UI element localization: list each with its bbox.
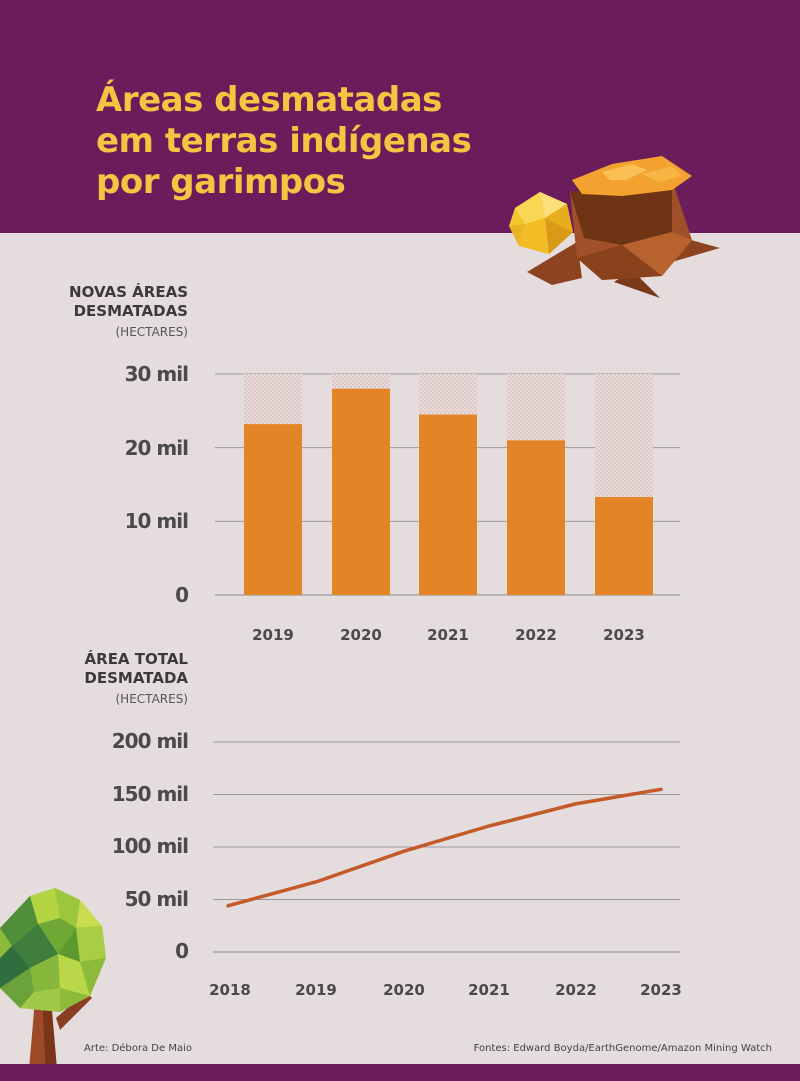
credit: Arte: Débora De Maio: [84, 1043, 192, 1054]
bar-chart-ylabel-line: NOVAS ÁREAS: [69, 283, 188, 301]
line-chart-ylabel: ÁREA TOTAL DESMATADA (HECTARES): [84, 650, 188, 709]
series-line: [226, 787, 663, 908]
bar-xtick-label: 2020: [340, 626, 382, 644]
line-ytick-label: 50 mil: [124, 887, 189, 911]
title-line: por garimpos: [96, 162, 346, 202]
gold-nugget-icon: [509, 192, 573, 254]
line-xtick-label: 2020: [383, 981, 425, 999]
line-chart: [213, 741, 680, 953]
line-ytick-label: 150 mil: [111, 782, 189, 806]
tree-stump-icon: [527, 156, 720, 298]
line-ytick-label: 100 mil: [111, 834, 189, 858]
bar-chart-ylabel: NOVAS ÁREAS DESMATADAS (HECTARES): [69, 283, 188, 342]
header: Áreas desmatadas em terras indígenas por…: [0, 0, 800, 233]
line-xtick-label: 2019: [295, 981, 337, 999]
line-xtick-label: 2023: [640, 981, 682, 999]
bar: [332, 388, 390, 595]
line-ytick-label: 200 mil: [111, 729, 189, 753]
title-line: em terras indígenas: [96, 121, 472, 161]
source-note: Fontes: Edward Boyda/EarthGenome/Amazon …: [473, 1043, 772, 1054]
bar-remainder: [595, 374, 653, 498]
bar-chart: [215, 373, 680, 596]
bar-xtick-label: 2022: [515, 626, 557, 644]
line-chart-ylabel-line: ÁREA TOTAL: [84, 650, 188, 668]
bar-ytick-label: 0: [175, 583, 189, 607]
bar-xtick-label: 2019: [252, 626, 294, 644]
bar-remainder: [419, 374, 477, 415]
bar-ytick-label: 30 mil: [124, 362, 189, 386]
bar: [595, 497, 653, 595]
line-ytick-label: 0: [175, 939, 189, 963]
tree-icon: [0, 888, 106, 1081]
page-title: Áreas desmatadas em terras indígenas por…: [96, 80, 472, 203]
bar-remainder: [244, 374, 302, 425]
line-chart-ylabel-line: DESMATADA: [84, 669, 188, 687]
bar-chart-ylabel-line: DESMATADAS: [73, 302, 188, 320]
bar-ytick-label: 20 mil: [124, 436, 189, 460]
line-chart-unit: (HECTARES): [115, 692, 189, 706]
bar-remainder: [507, 374, 565, 441]
line-xtick-label: 2018: [209, 981, 251, 999]
bar-xtick-label: 2023: [603, 626, 645, 644]
bar-ytick-label: 10 mil: [124, 509, 189, 533]
line-xtick-label: 2021: [468, 981, 510, 999]
bar: [244, 424, 302, 595]
line-xtick-label: 2022: [555, 981, 597, 999]
bar-xtick-label: 2021: [427, 626, 469, 644]
title-line: Áreas desmatadas: [96, 80, 442, 120]
bar-remainder: [332, 374, 390, 389]
bar: [419, 414, 477, 595]
bar-chart-unit: (HECTARES): [115, 325, 189, 339]
footer-bar: [0, 1064, 800, 1081]
bar: [507, 440, 565, 595]
